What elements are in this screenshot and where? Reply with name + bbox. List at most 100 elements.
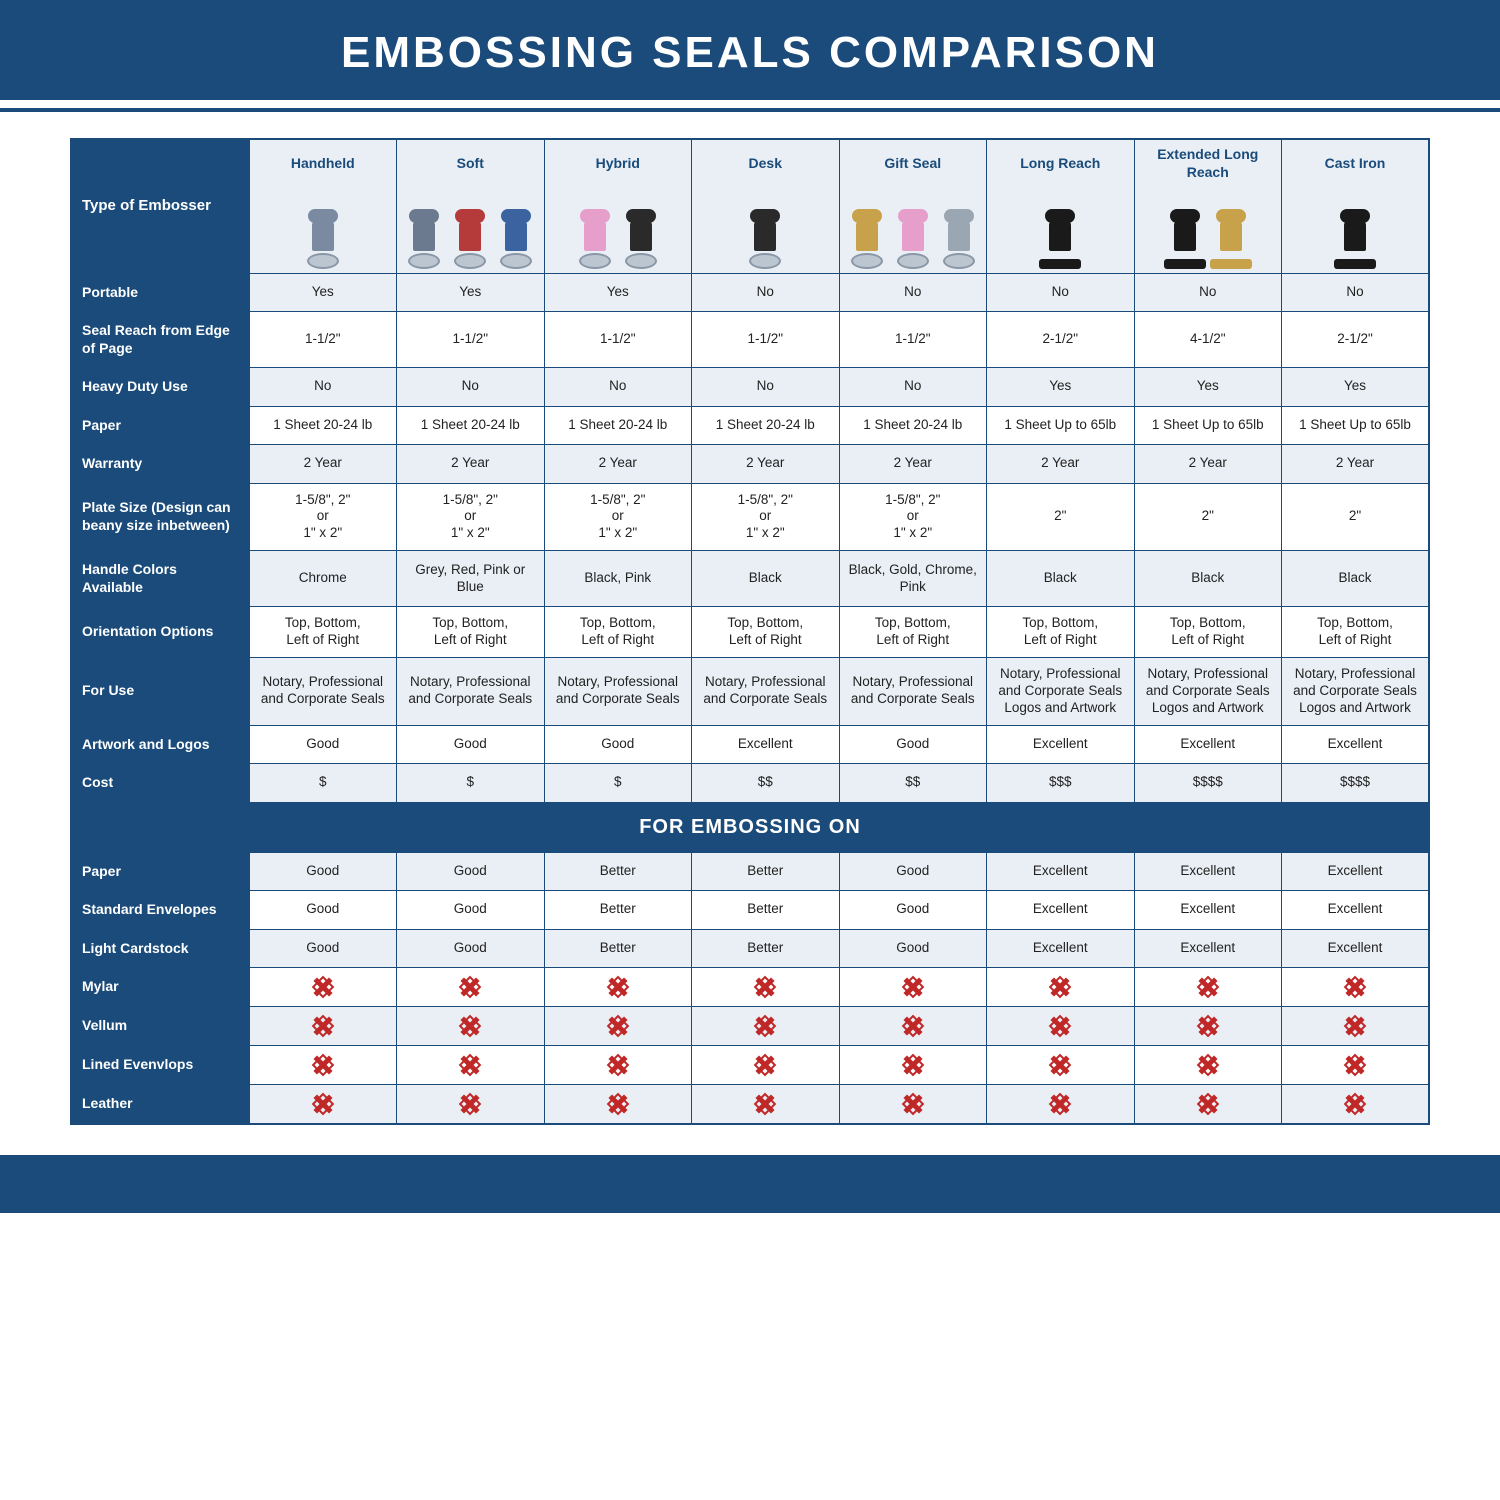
row-header: Portable [71,273,249,312]
table-cell: 1-1/2" [397,312,545,368]
table-cell: Top, Bottom,Left of Right [839,607,987,658]
table-cell [544,1046,692,1085]
table-cell: 2 Year [1282,445,1430,484]
table-cell: Good [397,725,545,764]
row-header: Paper [71,406,249,445]
x-icon [459,1054,481,1076]
table-cell: Black [692,551,840,607]
table-cell [692,1007,840,1046]
col-header: Handheld [249,139,397,185]
table-cell [1134,1007,1282,1046]
row-header: Light Cardstock [71,929,249,968]
table-cell: Black [1282,551,1430,607]
table-row: Plate Size (Design can beany size inbetw… [71,483,1429,551]
table-cell: Good [544,725,692,764]
x-icon [312,976,334,998]
table-cell: Good [397,852,545,891]
x-icon [902,1054,924,1076]
table-row: Vellum [71,1007,1429,1046]
table-cell [692,1085,840,1125]
table-cell [839,1085,987,1125]
table-row: Cost$$$$$$$$$$$$$$$$$$ [71,764,1429,803]
table-cell: Top, Bottom,Left of Right [1282,607,1430,658]
row-header: Handle Colors Available [71,551,249,607]
table-cell: $ [249,764,397,803]
table-cell: Black, Gold, Chrome, Pink [839,551,987,607]
table-cell: 2 Year [692,445,840,484]
table-cell: Yes [1282,368,1430,407]
table-cell: Good [249,929,397,968]
embosser-icon [1137,189,1280,269]
table-cell: Excellent [1282,891,1430,930]
table-cell: Excellent [987,852,1135,891]
table-cell: Excellent [1282,852,1430,891]
table-row: Standard EnvelopesGoodGoodBetterBetterGo… [71,891,1429,930]
table-row: Orientation OptionsTop, Bottom,Left of R… [71,607,1429,658]
table-cell: Excellent [1282,725,1430,764]
x-icon [1197,1093,1219,1115]
table-cell: 2" [1282,483,1430,551]
table-cell [839,1046,987,1085]
table-cell: Good [839,852,987,891]
table-cell: 1 Sheet 20-24 lb [692,406,840,445]
x-icon [902,976,924,998]
table-cell [544,1085,692,1125]
table-row: For UseNotary, Professional and Corporat… [71,657,1429,725]
col-header: Extended Long Reach [1134,139,1282,185]
table-cell: Notary, Professional and Corporate Seals [397,657,545,725]
x-icon [754,976,776,998]
table-cell: 1 Sheet 20-24 lb [397,406,545,445]
table-cell: Notary, Professional and Corporate Seals… [1282,657,1430,725]
table-cell [249,1085,397,1125]
table-cell: Better [692,891,840,930]
row-header: Plate Size (Design can beany size inbetw… [71,483,249,551]
table-cell [839,1007,987,1046]
table-cell: Excellent [987,929,1135,968]
col-image [1134,185,1282,273]
table-cell [987,1085,1135,1125]
table-row: Heavy Duty UseNoNoNoNoNoYesYesYes [71,368,1429,407]
table-cell: 2 Year [544,445,692,484]
table-cell [987,1007,1135,1046]
row-header: Paper [71,852,249,891]
table-cell: 2 Year [249,445,397,484]
row-header: Vellum [71,1007,249,1046]
table-cell: Notary, Professional and Corporate Seals… [1134,657,1282,725]
table-cell: 1 Sheet Up to 65lb [1282,406,1430,445]
row-header: Leather [71,1085,249,1125]
table-cell: 1-1/2" [692,312,840,368]
table-cell: 1 Sheet Up to 65lb [1134,406,1282,445]
table-cell: $ [544,764,692,803]
table-cell [692,1046,840,1085]
table-cell [1134,1046,1282,1085]
x-icon [459,1015,481,1037]
table-cell: 1 Sheet 20-24 lb [839,406,987,445]
table-cell: Yes [987,368,1135,407]
table-cell: Excellent [1134,852,1282,891]
table-cell: 1-1/2" [249,312,397,368]
col-image [839,185,987,273]
x-icon [754,1093,776,1115]
row-header: Lined Evenvlops [71,1046,249,1085]
table-cell [692,968,840,1007]
table-cell: Excellent [1282,929,1430,968]
table-cell: Top, Bottom,Left of Right [692,607,840,658]
table-cell: Excellent [1134,891,1282,930]
col-image [544,185,692,273]
row-header: Seal Reach from Edge of Page [71,312,249,368]
table-cell [987,1046,1135,1085]
x-icon [459,1093,481,1115]
table-cell: 1 Sheet Up to 65lb [987,406,1135,445]
col-header: Soft [397,139,545,185]
table-cell: 2" [987,483,1135,551]
table-cell: $$$ [987,764,1135,803]
col-header: Cast Iron [1282,139,1430,185]
table-cell: Excellent [987,725,1135,764]
col-header: Desk [692,139,840,185]
table-cell: Good [249,725,397,764]
table-cell: 1-5/8", 2"or1" x 2" [249,483,397,551]
table-cell: No [839,368,987,407]
table-cell: Better [692,929,840,968]
table-cell: $$$$ [1282,764,1430,803]
table-cell: No [1282,273,1430,312]
